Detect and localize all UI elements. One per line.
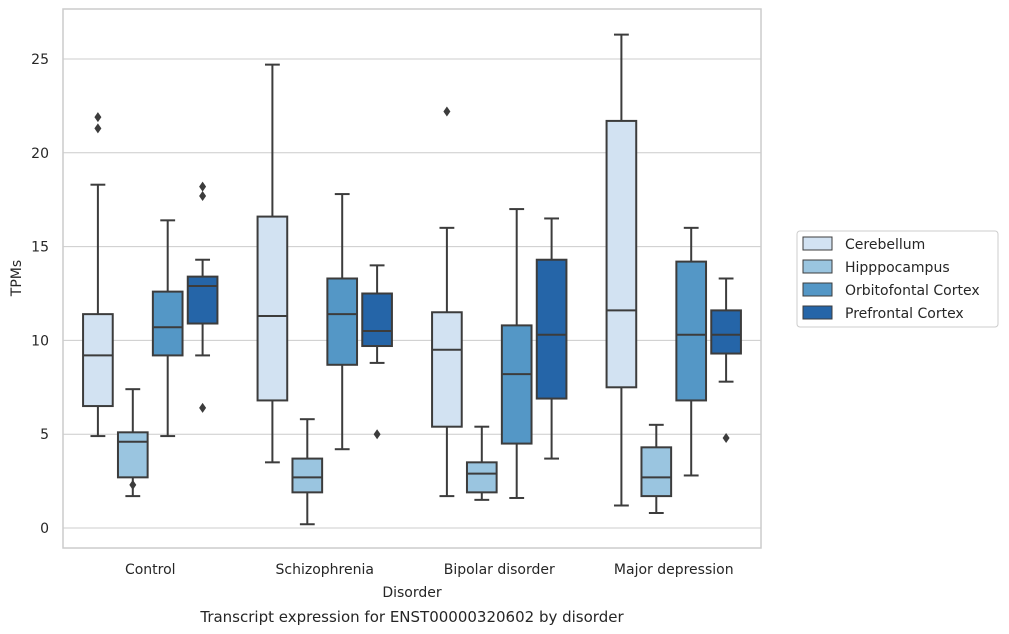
y-tick-label: 20 [31, 146, 49, 162]
box-iqr [291, 457, 324, 494]
box-orbitofontal-cortex-1 [326, 193, 359, 451]
box-cerebellum-3 [605, 33, 638, 507]
box-iqr [151, 290, 184, 357]
box-iqr [500, 324, 533, 445]
box-orbitofontal-cortex-3 [675, 226, 708, 477]
box-iqr [256, 215, 289, 402]
outlier-point [199, 402, 207, 413]
box-prefrontal-cortex-1 [361, 264, 393, 440]
box-cerebellum-0 [82, 112, 114, 438]
box-iqr [431, 311, 463, 428]
legend-label: Cerebellum [845, 237, 925, 253]
x-tick-label: Bipolar disorder [444, 562, 555, 578]
legend-swatch [802, 259, 833, 274]
outlier-point [199, 190, 207, 201]
plot-frame [62, 8, 762, 549]
y-axis-label: TPMs [9, 260, 25, 297]
box-iqr [605, 119, 638, 389]
legend-swatch [802, 236, 833, 251]
x-tick-labels: Control Schizophrenia Bipolar disorder Majo… [125, 562, 734, 578]
box-iqr [82, 313, 114, 408]
legend-swatch [802, 305, 833, 320]
legend: Cerebellum Hipppocampus Orbitofontal Corte… [796, 230, 999, 328]
y-tick-label: 0 [40, 521, 49, 537]
y-tick-label: 10 [31, 333, 49, 349]
outlier-point [129, 479, 137, 490]
box-cerebellum-1 [256, 63, 289, 464]
box-prefrontal-cortex-3 [710, 277, 742, 443]
legend-label: Hipppocampus [845, 260, 950, 276]
chart-caption: Transcript expression for ENST0000032060… [199, 608, 624, 626]
box-hipppocampus-2 [465, 425, 498, 501]
box-iqr [710, 309, 742, 355]
box-iqr [465, 461, 498, 494]
outlier-point [94, 112, 102, 123]
legend-frame [796, 230, 999, 328]
box-cerebellum-2 [431, 106, 463, 498]
box-iqr [326, 277, 359, 366]
box-iqr [675, 260, 708, 402]
y-tick-label: 25 [31, 52, 49, 68]
outlier-point [373, 429, 381, 440]
y-tick-labels: 0 5 10 15 20 25 [31, 52, 49, 537]
x-tick-label: Major depression [614, 562, 734, 578]
x-tick-label: Control [125, 562, 176, 578]
legend-label: Prefrontal Cortex [845, 306, 964, 322]
box-prefrontal-cortex-0 [186, 181, 219, 413]
outlier-point [722, 432, 730, 443]
box-prefrontal-cortex-2 [535, 217, 568, 460]
box-orbitofontal-cortex-2 [500, 208, 533, 499]
y-tick-label: 5 [40, 427, 49, 443]
box-hipppocampus-3 [640, 423, 673, 514]
box-iqr [640, 446, 673, 498]
outlier-point [199, 181, 207, 192]
box-hipppocampus-0 [116, 388, 149, 498]
box-iqr [361, 292, 393, 348]
box-iqr [116, 431, 149, 479]
legend-label: Orbitofontal Cortex [845, 283, 980, 299]
x-tick-label: Schizophrenia [276, 562, 374, 578]
outlier-point [94, 123, 102, 134]
box-hipppocampus-1 [291, 418, 324, 526]
box-iqr [186, 275, 219, 325]
x-axis-label: Disorder [382, 585, 442, 601]
legend-swatch [802, 282, 833, 297]
outlier-point [443, 106, 451, 117]
box-iqr [535, 258, 568, 400]
box-series [82, 33, 742, 526]
box-orbitofontal-cortex-0 [151, 219, 184, 438]
y-tick-label: 15 [31, 240, 49, 256]
